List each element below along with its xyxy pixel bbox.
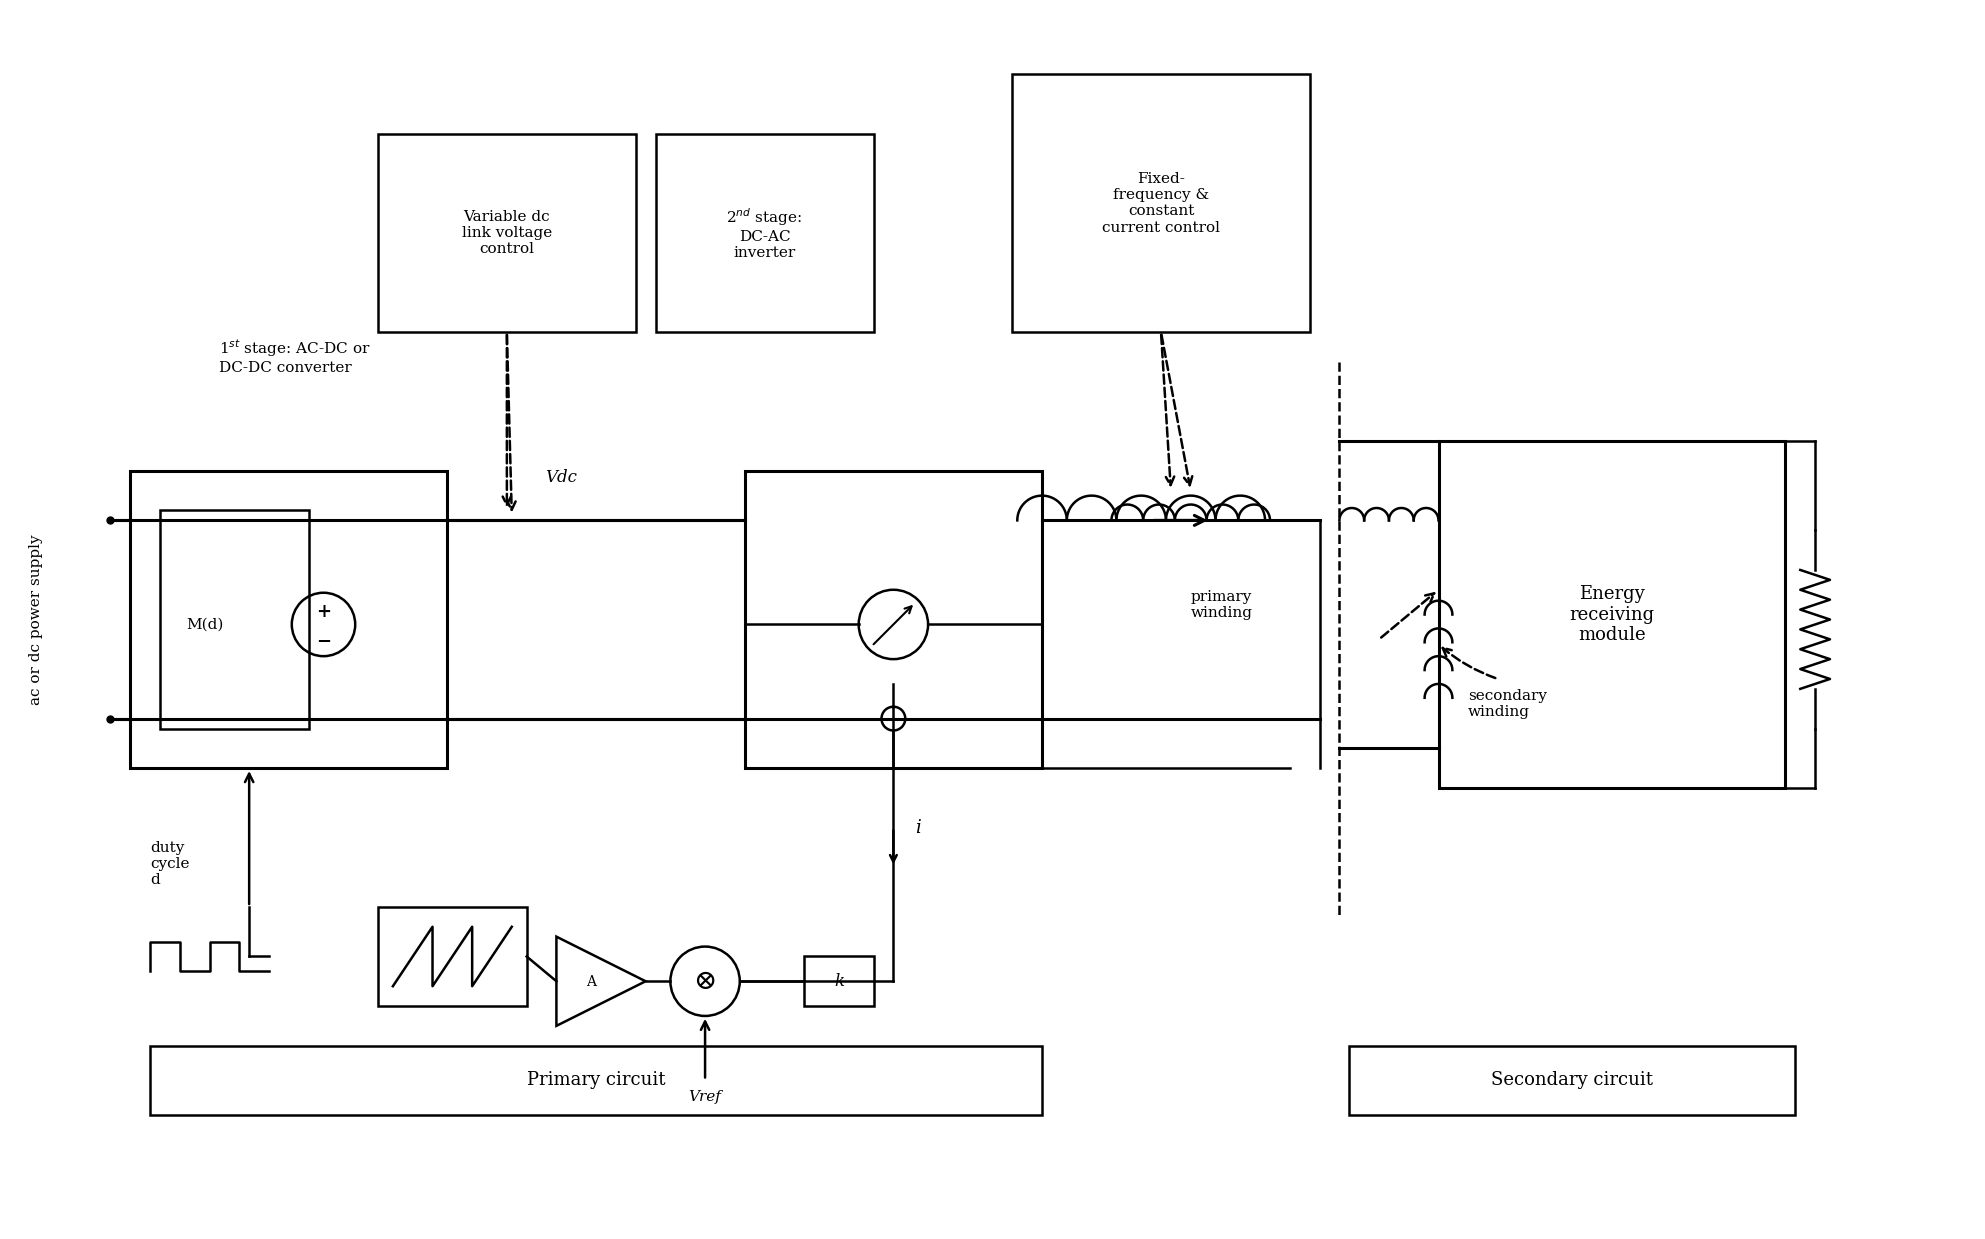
FancyBboxPatch shape bbox=[131, 471, 447, 768]
Text: A: A bbox=[586, 975, 595, 989]
Text: ac or dc power supply: ac or dc power supply bbox=[30, 534, 44, 705]
Text: i: i bbox=[915, 819, 921, 836]
Text: +: + bbox=[316, 602, 331, 621]
Text: primary
winding: primary winding bbox=[1191, 590, 1253, 620]
Text: ⊗: ⊗ bbox=[693, 968, 717, 995]
Text: Energy
receiving
module: Energy receiving module bbox=[1570, 585, 1655, 644]
Text: duty
cycle
d: duty cycle d bbox=[151, 841, 189, 887]
Text: Variable dc
link voltage
control: Variable dc link voltage control bbox=[463, 209, 552, 256]
FancyBboxPatch shape bbox=[1350, 1046, 1794, 1115]
Text: Vdc: Vdc bbox=[546, 468, 578, 486]
Text: M(d): M(d) bbox=[187, 617, 222, 632]
Text: secondary
winding: secondary winding bbox=[1469, 689, 1546, 719]
FancyBboxPatch shape bbox=[744, 471, 1042, 768]
Text: Fixed-
frequency &
constant
current control: Fixed- frequency & constant current cont… bbox=[1102, 172, 1221, 234]
Text: 1$^{st}$ stage: AC-DC or
DC-DC converter: 1$^{st}$ stage: AC-DC or DC-DC converter bbox=[220, 337, 371, 375]
FancyBboxPatch shape bbox=[161, 510, 308, 729]
FancyBboxPatch shape bbox=[1012, 74, 1310, 332]
FancyBboxPatch shape bbox=[377, 907, 526, 1006]
FancyBboxPatch shape bbox=[377, 134, 635, 332]
FancyBboxPatch shape bbox=[655, 134, 873, 332]
Text: 2$^{nd}$ stage:
DC-AC
inverter: 2$^{nd}$ stage: DC-AC inverter bbox=[727, 206, 802, 260]
Text: k: k bbox=[834, 973, 844, 990]
FancyBboxPatch shape bbox=[804, 957, 873, 1006]
FancyBboxPatch shape bbox=[151, 1046, 1042, 1115]
Text: Primary circuit: Primary circuit bbox=[526, 1072, 665, 1089]
FancyBboxPatch shape bbox=[1439, 441, 1785, 788]
Text: −: − bbox=[316, 633, 331, 652]
Text: Vref: Vref bbox=[689, 1090, 721, 1104]
Text: Secondary circuit: Secondary circuit bbox=[1491, 1072, 1654, 1089]
